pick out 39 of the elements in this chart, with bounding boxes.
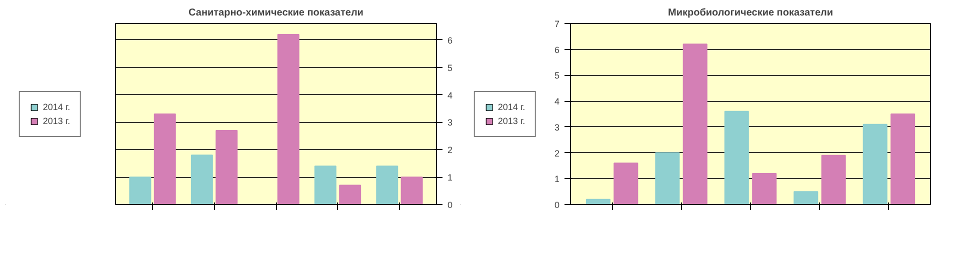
y-tick-label: 3 bbox=[554, 122, 560, 132]
bar bbox=[376, 166, 398, 204]
bar bbox=[752, 172, 777, 204]
bar bbox=[339, 184, 362, 204]
bar bbox=[724, 110, 749, 204]
bar bbox=[890, 114, 916, 204]
y-tick-label: 0 bbox=[554, 200, 560, 210]
y-tick-label: 1 bbox=[554, 174, 560, 184]
bar bbox=[682, 44, 708, 204]
legend-label: 2014 г. bbox=[42, 102, 70, 112]
y-tick-label: 5 bbox=[554, 70, 560, 81]
y-tick-label: 3 bbox=[448, 118, 453, 128]
bar bbox=[794, 191, 818, 204]
bar bbox=[614, 162, 638, 204]
y-tick-label: 5 bbox=[448, 62, 453, 73]
y-tick-label: 4 bbox=[448, 90, 453, 100]
chart-title: Микробиологические показатели bbox=[668, 8, 834, 18]
bar bbox=[400, 176, 423, 204]
legend-label: 2013 г. bbox=[42, 116, 70, 126]
y-tick-label: 6 bbox=[448, 35, 453, 46]
y-tick-label: 0 bbox=[448, 200, 453, 210]
y-tick-label: 4 bbox=[554, 96, 560, 107]
y-tick-label: 2 bbox=[448, 145, 453, 156]
bar bbox=[154, 114, 176, 204]
legend-label: 2014 г. bbox=[498, 102, 526, 112]
bar bbox=[862, 124, 888, 204]
bar bbox=[655, 152, 680, 204]
y-tick-label: 6 bbox=[554, 44, 560, 55]
bar bbox=[190, 154, 213, 204]
bar bbox=[821, 154, 846, 204]
chart-title: Санитарно-химические показатели bbox=[188, 8, 364, 18]
bar bbox=[216, 130, 238, 204]
y-tick-label: 2 bbox=[554, 148, 560, 158]
y-tick-label: 1 bbox=[448, 172, 453, 183]
legend-label: 2013 г. bbox=[498, 116, 526, 126]
bar bbox=[129, 176, 152, 204]
bar bbox=[277, 34, 300, 204]
y-tick-label: 7 bbox=[554, 19, 560, 29]
bar bbox=[314, 166, 336, 204]
